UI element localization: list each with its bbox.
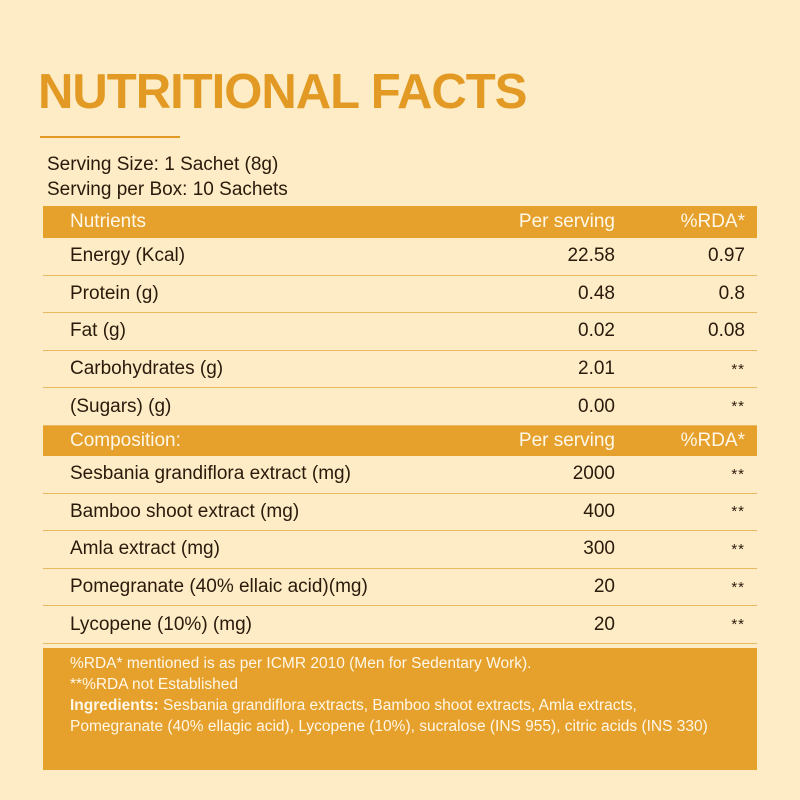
composition-name: Bamboo shoot extract (mg) [70, 500, 300, 522]
serving-per-box: Serving per Box: 10 Sachets [47, 179, 288, 200]
serving-info: Serving Size: 1 Sachet (8g) Serving per … [47, 152, 288, 202]
composition-name: Amla extract (mg) [70, 538, 220, 560]
nutrient-rda: ** [731, 360, 745, 378]
nutrient-rda: 0.97 [708, 245, 745, 267]
composition-per-serving: 300 [583, 538, 615, 560]
table-row: Lycopene (10%) (mg) 20 ** [43, 606, 757, 644]
table-row: Protein (g) 0.48 0.8 [43, 276, 757, 314]
rda-note: %RDA* mentioned is as per ICMR 2010 (Men… [70, 655, 532, 672]
table-row: Fat (g) 0.02 0.08 [43, 313, 757, 351]
composition-rda: ** [731, 578, 745, 596]
composition-name: Pomegranate (40% ellaic acid)(mg) [70, 576, 368, 598]
nutrient-per-serving: 22.58 [567, 245, 615, 267]
nutrients-header-per: Per serving [518, 211, 615, 232]
footnotes-box: %RDA* mentioned is as per ICMR 2010 (Men… [43, 648, 757, 770]
composition-name: Sesbania grandiflora extract (mg) [70, 463, 351, 485]
composition-rda: ** [731, 503, 745, 521]
nutrient-per-serving: 0.00 [578, 395, 615, 417]
table-row: Bamboo shoot extract (mg) 400 ** [43, 494, 757, 532]
table-row: Amla extract (mg) 300 ** [43, 531, 757, 569]
table-row: Sesbania grandiflora extract (mg) 2000 *… [43, 456, 757, 494]
ingredients-label: Ingredients: [70, 697, 159, 714]
nutrient-name: Carbohydrates (g) [70, 358, 224, 380]
nutrient-name: (Sugars) (g) [70, 395, 172, 417]
composition-rda: ** [731, 465, 745, 483]
composition-rda: ** [731, 540, 745, 558]
page-title: NUTRITIONAL FACTS [38, 65, 527, 119]
composition-per-serving: 20 [593, 576, 615, 598]
composition-per-serving: 20 [593, 613, 615, 635]
nutrient-name: Energy (Kcal) [70, 245, 186, 267]
table-row: (Sugars) (g) 0.00 ** [43, 388, 757, 426]
serving-size: Serving Size: 1 Sachet (8g) [47, 154, 279, 175]
rda-not-established-note: **%RDA not Established [70, 676, 239, 693]
nutrient-per-serving: 0.48 [578, 282, 615, 304]
composition-header-per: Per serving [518, 429, 615, 451]
nutrient-rda: ** [731, 398, 745, 416]
nutrient-per-serving: 2.01 [578, 358, 615, 380]
ingredients: Ingredients: Sesbania grandiflora extrac… [70, 695, 730, 737]
nutrition-table: Nutrients Per serving %RDA* Energy (Kcal… [43, 206, 757, 644]
nutrient-name: Protein (g) [70, 282, 159, 304]
table-row: Pomegranate (40% ellaic acid)(mg) 20 ** [43, 569, 757, 607]
table-row: Energy (Kcal) 22.58 0.97 [43, 238, 757, 276]
ingredients-text: Sesbania grandiflora extracts, Bamboo sh… [70, 697, 708, 735]
nutrient-per-serving: 0.02 [578, 320, 615, 342]
nutrient-rda: 0.08 [708, 320, 745, 342]
title-underline [40, 136, 180, 138]
nutrients-header-row: Nutrients Per serving %RDA* [43, 206, 757, 238]
composition-name: Lycopene (10%) (mg) [70, 613, 252, 635]
composition-rda: ** [731, 616, 745, 634]
nutrient-rda: 0.8 [718, 282, 745, 304]
composition-header-name: Composition: [70, 429, 181, 451]
composition-header-row: Composition: Per serving %RDA* [43, 425, 757, 456]
table-row: Carbohydrates (g) 2.01 ** [43, 351, 757, 389]
composition-per-serving: 2000 [572, 463, 615, 485]
nutrients-header-name: Nutrients [70, 211, 147, 232]
composition-header-rda: %RDA* [680, 429, 745, 451]
nutrient-name: Fat (g) [70, 320, 126, 342]
composition-per-serving: 400 [583, 500, 615, 522]
nutrients-header-rda: %RDA* [680, 211, 745, 232]
